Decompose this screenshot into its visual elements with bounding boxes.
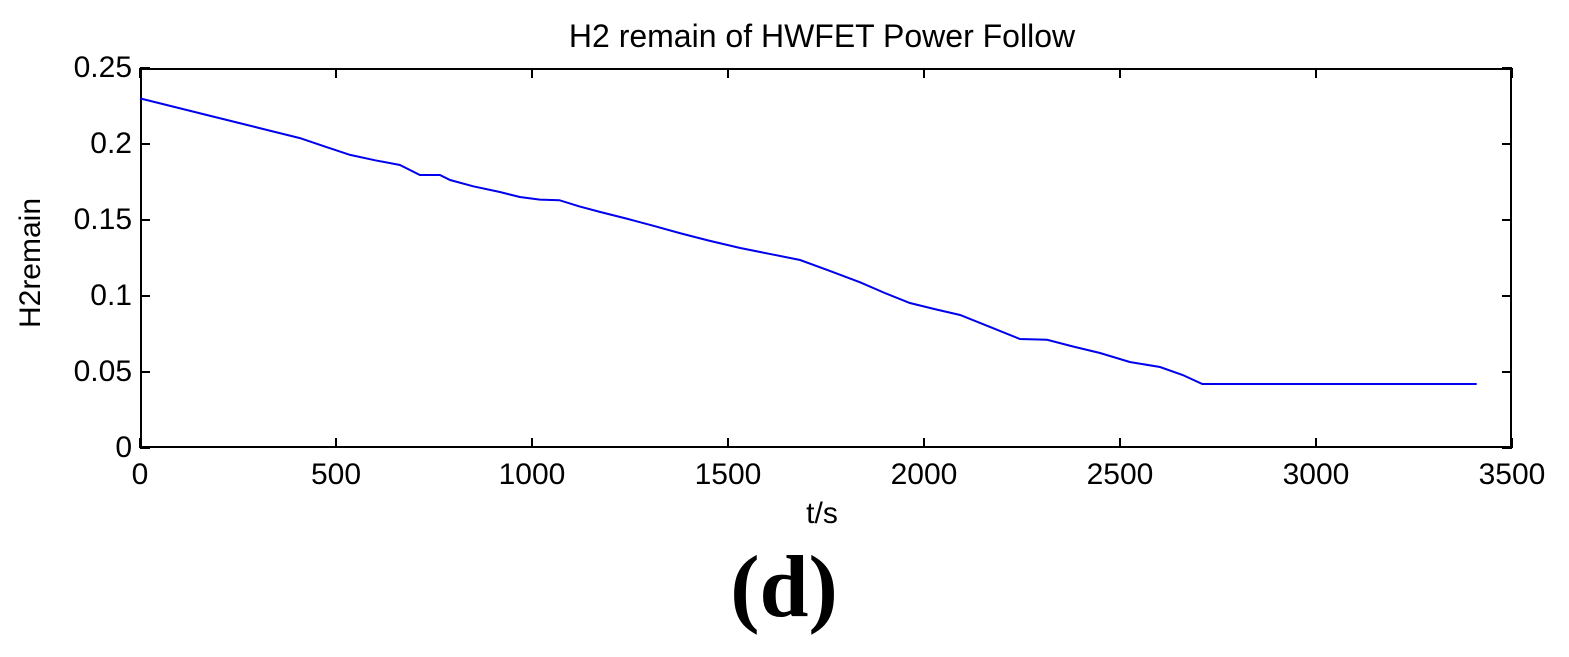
y-axis-label: H2remain bbox=[14, 197, 47, 329]
x-tick-label: 2000 bbox=[890, 458, 958, 491]
y-tick-label: 0.15 bbox=[73, 203, 132, 236]
data-line bbox=[139, 97, 1477, 385]
x-tick-label: 0 bbox=[131, 458, 149, 491]
x-axis-label: t/s bbox=[806, 497, 838, 530]
y-tick-label: 0.25 bbox=[73, 51, 132, 84]
subfigure-caption: (d) bbox=[730, 539, 838, 636]
x-tick-label: 500 bbox=[310, 458, 362, 491]
x-tick-label: 3500 bbox=[1478, 458, 1546, 491]
y-tick-label: 0.05 bbox=[73, 355, 132, 388]
x-tick-label: 1500 bbox=[694, 458, 762, 491]
plot-area bbox=[139, 67, 1513, 449]
axis-box bbox=[140, 68, 1512, 448]
figure-title: H2 remain of HWFET Power Follow bbox=[568, 18, 1076, 54]
x-tick-label: 2500 bbox=[1086, 458, 1154, 491]
x-tick-label: 1000 bbox=[498, 458, 566, 491]
x-tick-label: 3000 bbox=[1282, 458, 1350, 491]
y-tick-label: 0.1 bbox=[90, 279, 132, 312]
y-tick-label: 0 bbox=[115, 431, 132, 464]
y-tick-label: 0.2 bbox=[90, 127, 132, 160]
